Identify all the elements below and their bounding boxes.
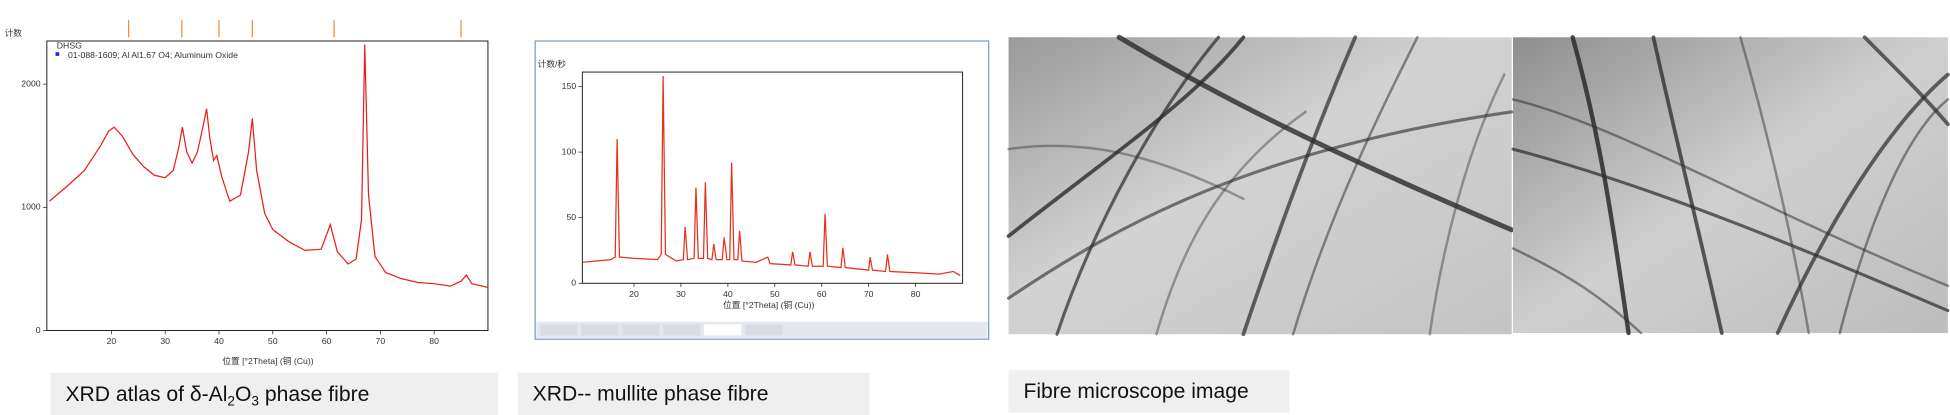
x-tick-label: 50: [770, 289, 780, 299]
x-tick-label: 80: [911, 289, 921, 299]
legend-label: 01-088-1609; Al Al1.67 O4; Aluminum Oxid…: [68, 50, 238, 60]
y-tick-label: 1000: [21, 202, 40, 212]
y-tick-label: 2000: [21, 78, 40, 88]
y-tick-label: 0: [36, 325, 41, 335]
x-tick-label: 70: [376, 336, 386, 346]
x-tick-label: 20: [107, 336, 117, 346]
legend-label: DHSG: [57, 40, 82, 50]
microscope-image: [1511, 35, 1950, 336]
y-tick-label: 100: [562, 146, 577, 156]
window-frame: [534, 40, 990, 340]
y-tick-label: 0: [571, 278, 576, 288]
y-tick-label: 50: [566, 212, 576, 222]
y-tick-label: 150: [562, 81, 577, 91]
caption-part: O: [235, 383, 251, 406]
x-tick-label: 70: [864, 289, 874, 299]
plot-area: [581, 71, 964, 284]
x-tick-label: 60: [817, 289, 827, 299]
caption-box: [1008, 370, 1290, 413]
x-tick-label: 30: [160, 336, 170, 346]
x-axis-label: 位置 [°2Theta] (铜 (Cu)): [222, 355, 313, 366]
y-axis-label: 计数: [5, 27, 23, 38]
legend-swatch: [55, 52, 60, 56]
x-tick-label: 50: [268, 336, 278, 346]
tab[interactable]: [663, 324, 701, 336]
x-tick-label: 20: [629, 289, 639, 299]
plot-area: [46, 40, 489, 332]
tab[interactable]: [622, 324, 660, 336]
caption-box: [50, 372, 498, 415]
microscope-image: [1006, 34, 1515, 337]
caption-part: XRD atlas of δ-Al: [65, 383, 227, 406]
x-tick-label: 80: [429, 336, 439, 346]
data-line: [582, 75, 961, 276]
caption: XRD atlas of δ-Al2O3 phase fibre: [65, 383, 369, 408]
caption: Fibre microscope image: [1023, 380, 1248, 403]
x-tick-label: 40: [214, 336, 224, 346]
data-line: [49, 44, 489, 288]
caption-box: [517, 372, 870, 415]
tab[interactable]: [581, 324, 619, 336]
tab[interactable]: [745, 324, 783, 336]
caption-sub: 2: [227, 393, 235, 408]
x-tick-label: 60: [322, 336, 332, 346]
x-tick-label: 30: [676, 289, 686, 299]
tab[interactable]: [540, 324, 578, 336]
caption-sub: 3: [251, 393, 259, 408]
y-axis-label: 计数/秒: [538, 58, 567, 69]
caption: XRD-- mullite phase fibre: [533, 383, 769, 406]
tab[interactable]: [704, 324, 742, 336]
x-tick-label: 40: [723, 289, 733, 299]
x-axis-label: 位置 [°2Theta] (铜 (Cu)): [723, 299, 814, 310]
caption-part: phase fibre: [259, 383, 369, 406]
